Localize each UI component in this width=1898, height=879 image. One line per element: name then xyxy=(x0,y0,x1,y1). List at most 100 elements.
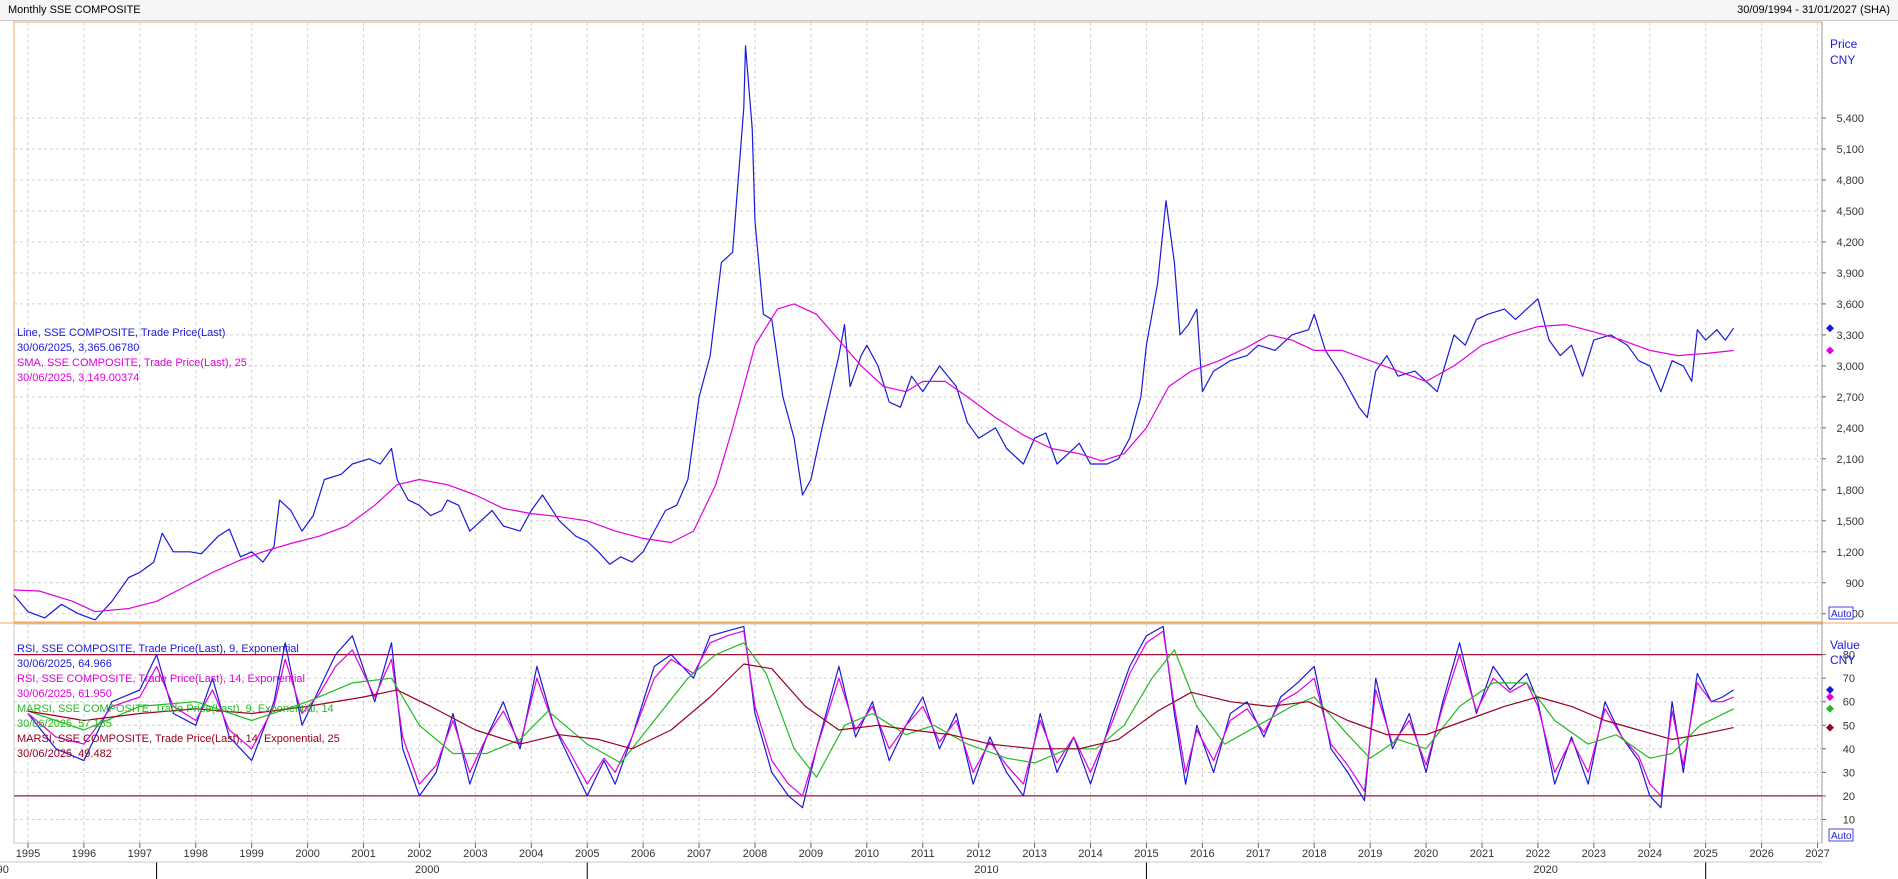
price-y-axis: 6009001,2001,5001,8002,1002,4002,7003,00… xyxy=(1822,113,1864,621)
rsi-series-group xyxy=(27,625,1734,809)
rsi-series-1 xyxy=(27,625,1734,809)
rsi-legend-line-4: MARSI, SSE COMPOSITE, Trade Price(Last),… xyxy=(17,733,340,745)
rsi-axis-label: Value xyxy=(1830,638,1860,652)
x-tick-label: 2022 xyxy=(1526,848,1550,860)
rsi-grid xyxy=(14,624,1822,843)
rsi-y-tick-label: 40 xyxy=(1843,744,1855,756)
x-tick-label: 2011 xyxy=(911,848,935,860)
x-tick-label: 1997 xyxy=(128,848,152,860)
price-legend-line-1: Line, SSE COMPOSITE, Trade Price(Last) xyxy=(17,327,225,339)
price-y-tick-label: 3,900 xyxy=(1836,268,1864,280)
price-legend-line-2: SMA, SSE COMPOSITE, Trade Price(Last), 2… xyxy=(17,357,247,369)
x-tick-label: 2008 xyxy=(743,848,767,860)
rsi-last-value-marker xyxy=(1826,723,1834,732)
price-y-tick-label: 5,400 xyxy=(1836,113,1864,125)
rsi-legend-line-3: MARSI, SSE COMPOSITE, Trade Price(Last),… xyxy=(17,703,334,715)
x-tick-label: 2009 xyxy=(799,848,823,860)
x-tick-label: 2016 xyxy=(1190,848,1214,860)
rsi-legend-value-4: 30/06/2025, 49.482 xyxy=(17,748,112,760)
x-tick-label: 2001 xyxy=(351,848,375,860)
rsi-series-2 xyxy=(27,630,1734,797)
price-series-group xyxy=(13,45,1735,621)
x-tick-label: 1996 xyxy=(72,848,96,860)
rsi-axis-currency: CNY xyxy=(1830,653,1855,667)
rsi-y-axis: 10 20 30 40 50 60 70 80 xyxy=(1822,650,1855,826)
date-range: 30/09/1994 - 31/01/2027 (SHA) xyxy=(1737,4,1890,16)
x-tick-label: 2014 xyxy=(1078,848,1102,860)
x-tick-label: 2006 xyxy=(631,848,655,860)
rsi-y-tick-label: 50 xyxy=(1843,720,1855,732)
rsi-auto-button-box[interactable] xyxy=(1828,828,1854,842)
rsi-legend-value-2: 30/06/2025, 61.950 xyxy=(17,688,112,700)
rsi-last-value-marker xyxy=(1826,693,1834,701)
price-y-tick-label: 1,500 xyxy=(1836,516,1864,528)
price-y-tick-label: 2,400 xyxy=(1836,423,1864,435)
x-tick-label: 2017 xyxy=(1246,848,1270,860)
rsi-legend-value-1: 30/06/2025, 64.966 xyxy=(17,658,112,670)
x-tick-label: 2007 xyxy=(687,848,711,860)
decade-label: 2020 xyxy=(1533,864,1557,876)
x-tick-label: 2012 xyxy=(966,848,990,860)
price-y-tick-label: 1,200 xyxy=(1836,547,1864,559)
rsi-y-tick-label: 20 xyxy=(1843,791,1855,803)
rsi-y-tick-label: 70 xyxy=(1843,673,1855,685)
price-last-value-marker xyxy=(1826,346,1834,355)
price-y-tick-label: 4,200 xyxy=(1836,237,1864,249)
rsi-series-4 xyxy=(27,663,1734,750)
price-y-tick-label: 4,500 xyxy=(1836,206,1864,218)
x-tick-label: 1995 xyxy=(16,848,40,860)
price-axis-currency: CNY xyxy=(1830,53,1855,67)
x-tick-label: 2002 xyxy=(407,848,431,860)
x-tick-label: 2020 xyxy=(1414,848,1438,860)
decade-label: 2010 xyxy=(974,864,998,876)
price-auto-button[interactable]: Auto xyxy=(1831,609,1852,620)
x-tick-label: 1999 xyxy=(239,848,263,860)
x-tick-label: 2024 xyxy=(1638,848,1662,860)
price-y-tick-label: 3,300 xyxy=(1836,330,1864,342)
x-tick-label: 2019 xyxy=(1358,848,1382,860)
price-y-tick-label: 3,600 xyxy=(1836,299,1864,311)
last-value-markers xyxy=(1826,324,1834,732)
price-legend-value-1: 30/06/2025, 3,365.06780 xyxy=(17,342,139,354)
price-series-1 xyxy=(13,45,1735,621)
rsi-y-tick-label: 60 xyxy=(1843,697,1855,709)
rsi-legend-line-2: RSI, SSE COMPOSITE, Trade Price(Last), 1… xyxy=(17,673,305,685)
x-tick-label: 2018 xyxy=(1302,848,1326,860)
x-tick-label: 2004 xyxy=(519,848,543,860)
x-tick-label: 2013 xyxy=(1022,848,1046,860)
rsi-legend-line-1: RSI, SSE COMPOSITE, Trade Price(Last), 9… xyxy=(17,643,299,655)
price-y-tick-label: 5,100 xyxy=(1836,144,1864,156)
x-tick-label: 2015 xyxy=(1134,848,1158,860)
x-tick-label: 1998 xyxy=(184,848,208,860)
x-tick-label: 2003 xyxy=(463,848,487,860)
price-legend-value-2: 30/06/2025, 3,149.00374 xyxy=(17,372,139,384)
rsi-auto-button[interactable]: Auto xyxy=(1831,831,1852,842)
price-y-tick-label: 3,000 xyxy=(1836,361,1864,373)
rsi-y-tick-label: 30 xyxy=(1843,767,1855,779)
price-y-tick-label: 2,100 xyxy=(1836,454,1864,466)
x-tick-label: 2010 xyxy=(855,848,879,860)
x-tick-label: 2027 xyxy=(1805,848,1829,860)
rsi-y-tick-label: 80 xyxy=(1843,650,1855,662)
rsi-legend-value-3: 30/06/2025, 57.185 xyxy=(17,718,112,730)
rsi-reference-lines xyxy=(14,654,1822,797)
x-axis: 1995 1996 1997 1998 1999 2000 2001 2002 2003 2004… xyxy=(0,843,1830,879)
x-tick-label: 2025 xyxy=(1693,848,1717,860)
x-tick-label: 2023 xyxy=(1582,848,1606,860)
x-tick-label: 2021 xyxy=(1470,848,1494,860)
x-tick-label: 2000 xyxy=(295,848,319,860)
decade-label: 2000 xyxy=(415,864,439,876)
rsi-y-tick-label: 10 xyxy=(1843,814,1855,826)
price-panel-frame xyxy=(13,21,1823,623)
price-y-tick-label: 1,800 xyxy=(1836,485,1864,497)
x-tick-label: 2005 xyxy=(575,848,599,860)
price-axis-label: Price xyxy=(1830,37,1858,51)
rsi-last-value-marker xyxy=(1826,704,1834,713)
price-y-tick-label: 4,800 xyxy=(1836,175,1864,187)
decade-label: 1990 xyxy=(0,864,9,876)
price-auto-button-box[interactable] xyxy=(1828,606,1854,620)
price-y-tick-label: 2,700 xyxy=(1836,392,1864,404)
price-series-2 xyxy=(13,303,1734,613)
price-last-value-marker xyxy=(1826,324,1834,333)
